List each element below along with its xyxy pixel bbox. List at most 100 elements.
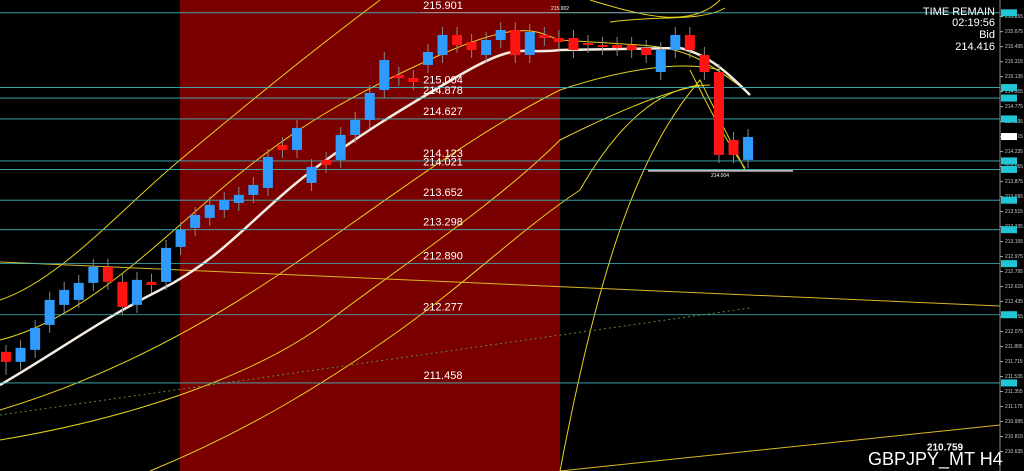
candle-body — [437, 34, 448, 55]
candle-body — [44, 299, 55, 325]
candle-body — [364, 92, 375, 120]
candle-body — [539, 34, 550, 38]
candle-body — [350, 119, 361, 135]
candle-body — [393, 74, 404, 78]
band-line — [0, 65, 721, 411]
candle-body — [73, 282, 84, 300]
y-tick-label: 214.775 — [1005, 104, 1023, 110]
candle-body — [626, 44, 637, 50]
candle-body — [335, 134, 346, 160]
level-label: 214.878 — [423, 85, 463, 97]
candle-body — [452, 34, 463, 45]
band-line — [589, 0, 721, 18]
time-remain-label: TIME REMAIN — [923, 6, 995, 18]
candle-body — [728, 139, 739, 155]
y-tick-label: 212.615 — [1005, 284, 1023, 290]
candle-body — [190, 214, 201, 228]
candle-body — [30, 327, 41, 350]
y-tick-label: 215.855 — [1005, 14, 1023, 20]
candle-body — [248, 184, 259, 195]
candle-body — [175, 229, 186, 247]
level-tag — [1001, 94, 1017, 102]
candle-body — [495, 29, 506, 40]
band-line — [149, 84, 701, 471]
candle-body — [88, 266, 99, 283]
candle-body — [1, 351, 11, 362]
candle-body — [670, 34, 681, 50]
candle-body — [583, 42, 593, 45]
band-line — [0, 84, 711, 441]
level-label: 214.123 — [423, 148, 463, 160]
lowest-mark: 210.759 — [927, 443, 964, 454]
y-tick-label: 211.895 — [1005, 344, 1023, 350]
y-tick-label: 213.155 — [1005, 239, 1023, 245]
band-line — [609, 7, 726, 23]
level-label: 215.901 — [423, 0, 463, 12]
y-tick-label: 210.815 — [1005, 434, 1023, 440]
candle-body — [743, 136, 754, 160]
candle-body — [641, 47, 652, 55]
y-tick-label: 211.355 — [1005, 389, 1023, 395]
candle-body — [713, 71, 724, 155]
y-tick-label: 211.175 — [1005, 404, 1023, 410]
candle-body — [117, 281, 128, 307]
candle-body — [204, 204, 215, 218]
candle-body — [655, 49, 666, 72]
low-label: 214.004 — [711, 173, 729, 179]
y-tick-label: 211.535 — [1005, 374, 1023, 380]
candle-body — [262, 156, 273, 188]
y-tick-label: 215.675 — [1005, 29, 1023, 35]
time-remain: 02:19:56 — [952, 17, 995, 29]
candle-body — [408, 77, 419, 82]
level-tag — [1001, 226, 1017, 234]
y-tick-label: 212.795 — [1005, 269, 1023, 275]
level-label: 214.627 — [423, 106, 463, 118]
y-tick-label: 212.435 — [1005, 299, 1023, 305]
trend-line — [559, 424, 1001, 471]
candle-body — [553, 37, 564, 42]
candle-body — [15, 347, 26, 362]
bid: 214.416 — [955, 41, 995, 53]
candle-body — [684, 34, 695, 50]
candle-body — [597, 44, 608, 47]
level-label: 214.021 — [423, 156, 463, 168]
level-label: 212.277 — [423, 302, 463, 314]
candle-body — [524, 31, 535, 55]
y-tick-label: 213.515 — [1005, 209, 1023, 215]
candle-body — [161, 247, 172, 282]
symbol: GBPJPY_MT H4 — [868, 449, 1003, 470]
level-label: 213.298 — [423, 217, 463, 229]
session-shade — [180, 0, 560, 471]
level-tag — [1001, 157, 1017, 165]
level-tag — [1001, 9, 1017, 17]
candle-body — [321, 159, 332, 165]
candle-body — [612, 44, 623, 48]
moving-average — [0, 46, 751, 387]
candle-body — [379, 59, 390, 90]
candle-body — [59, 289, 70, 305]
price-axis: 215.855 215.675 215.495 215.315 215.135 214.9… — [1000, 9, 1023, 455]
bid-tag — [1001, 133, 1017, 141]
y-tick-label: 212.975 — [1005, 254, 1023, 260]
candle-body — [292, 127, 302, 150]
candle-body — [422, 51, 433, 65]
y-tick-label: 215.315 — [1005, 59, 1023, 65]
candle-body — [277, 144, 288, 150]
level-tag — [1001, 84, 1017, 92]
candle-body — [568, 37, 579, 50]
candle-body — [233, 194, 244, 203]
band-line — [559, 79, 746, 471]
candle-body — [219, 199, 230, 210]
y-tick-label: 210.995 — [1005, 419, 1023, 425]
candles — [1, 21, 754, 375]
y-tick-label: 210.635 — [1005, 449, 1023, 455]
level-tag — [1001, 260, 1017, 268]
level-tag — [1001, 115, 1017, 123]
candle-body — [699, 54, 710, 72]
band-line — [0, 0, 381, 301]
y-tick-label: 215.495 — [1005, 44, 1023, 50]
candle-body — [131, 279, 142, 305]
y-tick-label: 213.875 — [1005, 179, 1023, 185]
